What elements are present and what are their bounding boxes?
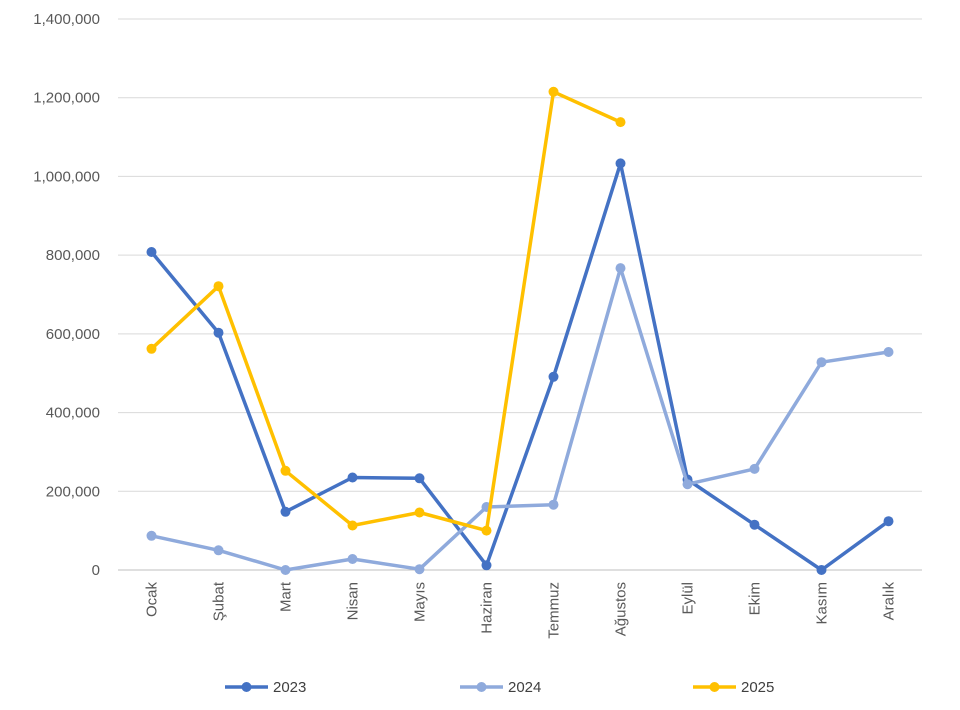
- data-point-2024-Eylül: [682, 479, 693, 490]
- x-tick-label: Ocak: [144, 582, 161, 618]
- data-point-2023-Ağustos: [615, 158, 626, 169]
- legend-label: 2024: [508, 679, 541, 696]
- legend-swatch-marker: [476, 682, 487, 692]
- data-point-2024-Ocak: [146, 530, 157, 541]
- series-line-2024: [149, 266, 891, 572]
- x-tick-label: Mart: [278, 581, 295, 612]
- data-point-2024-Mayıs: [414, 564, 425, 575]
- data-point-2024-Ekim: [749, 463, 760, 474]
- data-point-2025-Ağustos: [615, 117, 626, 128]
- data-point-2024-Ağustos: [615, 263, 626, 274]
- y-tick-label: 0: [92, 562, 100, 579]
- data-point-2024-Aralık: [883, 347, 894, 357]
- data-point-2023-Mayıs: [414, 473, 425, 484]
- x-tick-label: Nisan: [345, 582, 362, 620]
- y-tick-label: 1,200,000: [33, 90, 100, 107]
- y-tick-label: 400,000: [46, 405, 100, 422]
- legend-item-2024: 2024: [460, 679, 541, 696]
- data-point-2025-Nisan: [347, 520, 358, 531]
- y-tick-label: 800,000: [46, 247, 100, 264]
- data-point-2023-Haziran: [481, 560, 492, 571]
- y-tick-label: 1,000,000: [33, 168, 100, 185]
- y-tick-label: 200,000: [46, 483, 100, 500]
- data-point-2023-Ekim: [749, 519, 760, 530]
- series-line-2025: [149, 90, 623, 533]
- data-point-2024-Temmuz: [548, 499, 559, 510]
- x-tick-label: Kasım: [814, 582, 831, 625]
- data-point-2024-Nisan: [347, 554, 358, 564]
- gridlines: [118, 18, 922, 571]
- legend: 2023 2024 2025: [225, 679, 774, 696]
- x-tick-label: Ağustos: [613, 582, 630, 636]
- x-tick-label: Aralık: [881, 582, 898, 621]
- data-point-2024-Mart: [280, 565, 291, 575]
- legend-item-2025: 2025: [693, 679, 774, 696]
- x-tick-label: Mayıs: [412, 582, 429, 622]
- y-axis: 0 200,000 400,000 600,000 800,000 1,000,000 1,…: [33, 11, 100, 579]
- x-tick-label: Ekim: [747, 582, 764, 615]
- y-tick-label: 600,000: [46, 326, 100, 343]
- data-point-2025-Mayıs: [414, 507, 425, 518]
- legend-swatch-marker: [241, 682, 252, 692]
- legend-swatch-marker: [709, 682, 720, 692]
- data-point-2025-Haziran: [481, 525, 492, 536]
- legend-item-2023: 2023: [225, 679, 306, 696]
- x-tick-label: Şubat: [211, 581, 228, 621]
- data-point-2025-Şubat: [213, 281, 224, 292]
- x-tick-label: Temmuz: [546, 582, 563, 639]
- legend-label: 2023: [273, 679, 306, 696]
- series-2024: [146, 263, 894, 575]
- legend-label: 2025: [741, 679, 774, 696]
- data-point-2025-Ocak: [146, 343, 157, 354]
- data-point-2024-Kasım: [816, 357, 827, 368]
- data-point-2023-Mart: [280, 506, 291, 517]
- data-point-2025-Mart: [280, 465, 291, 476]
- data-point-2024-Şubat: [213, 545, 224, 556]
- data-point-2023-Ocak: [146, 247, 157, 257]
- series-lines: [146, 86, 894, 575]
- series-2023: [146, 158, 894, 575]
- x-axis: Ocak Şubat Mart Nisan Mayıs Haziran Temmuz Ağus…: [144, 581, 898, 639]
- series-line-2023: [149, 161, 891, 572]
- data-point-2023-Aralık: [883, 516, 894, 527]
- data-point-2023-Nisan: [347, 472, 358, 483]
- x-tick-label: Haziran: [479, 582, 496, 634]
- data-point-2023-Kasım: [816, 565, 827, 575]
- x-tick-label: Eylül: [680, 582, 697, 615]
- data-point-2023-Temmuz: [548, 371, 559, 382]
- data-point-2025-Temmuz: [548, 86, 559, 97]
- series-2025: [146, 86, 626, 536]
- data-point-2023-Şubat: [213, 327, 224, 338]
- y-tick-label: 1,400,000: [33, 11, 100, 28]
